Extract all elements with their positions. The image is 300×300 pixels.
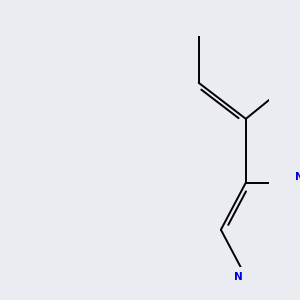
Text: N: N (234, 272, 243, 282)
Text: N: N (295, 172, 300, 182)
